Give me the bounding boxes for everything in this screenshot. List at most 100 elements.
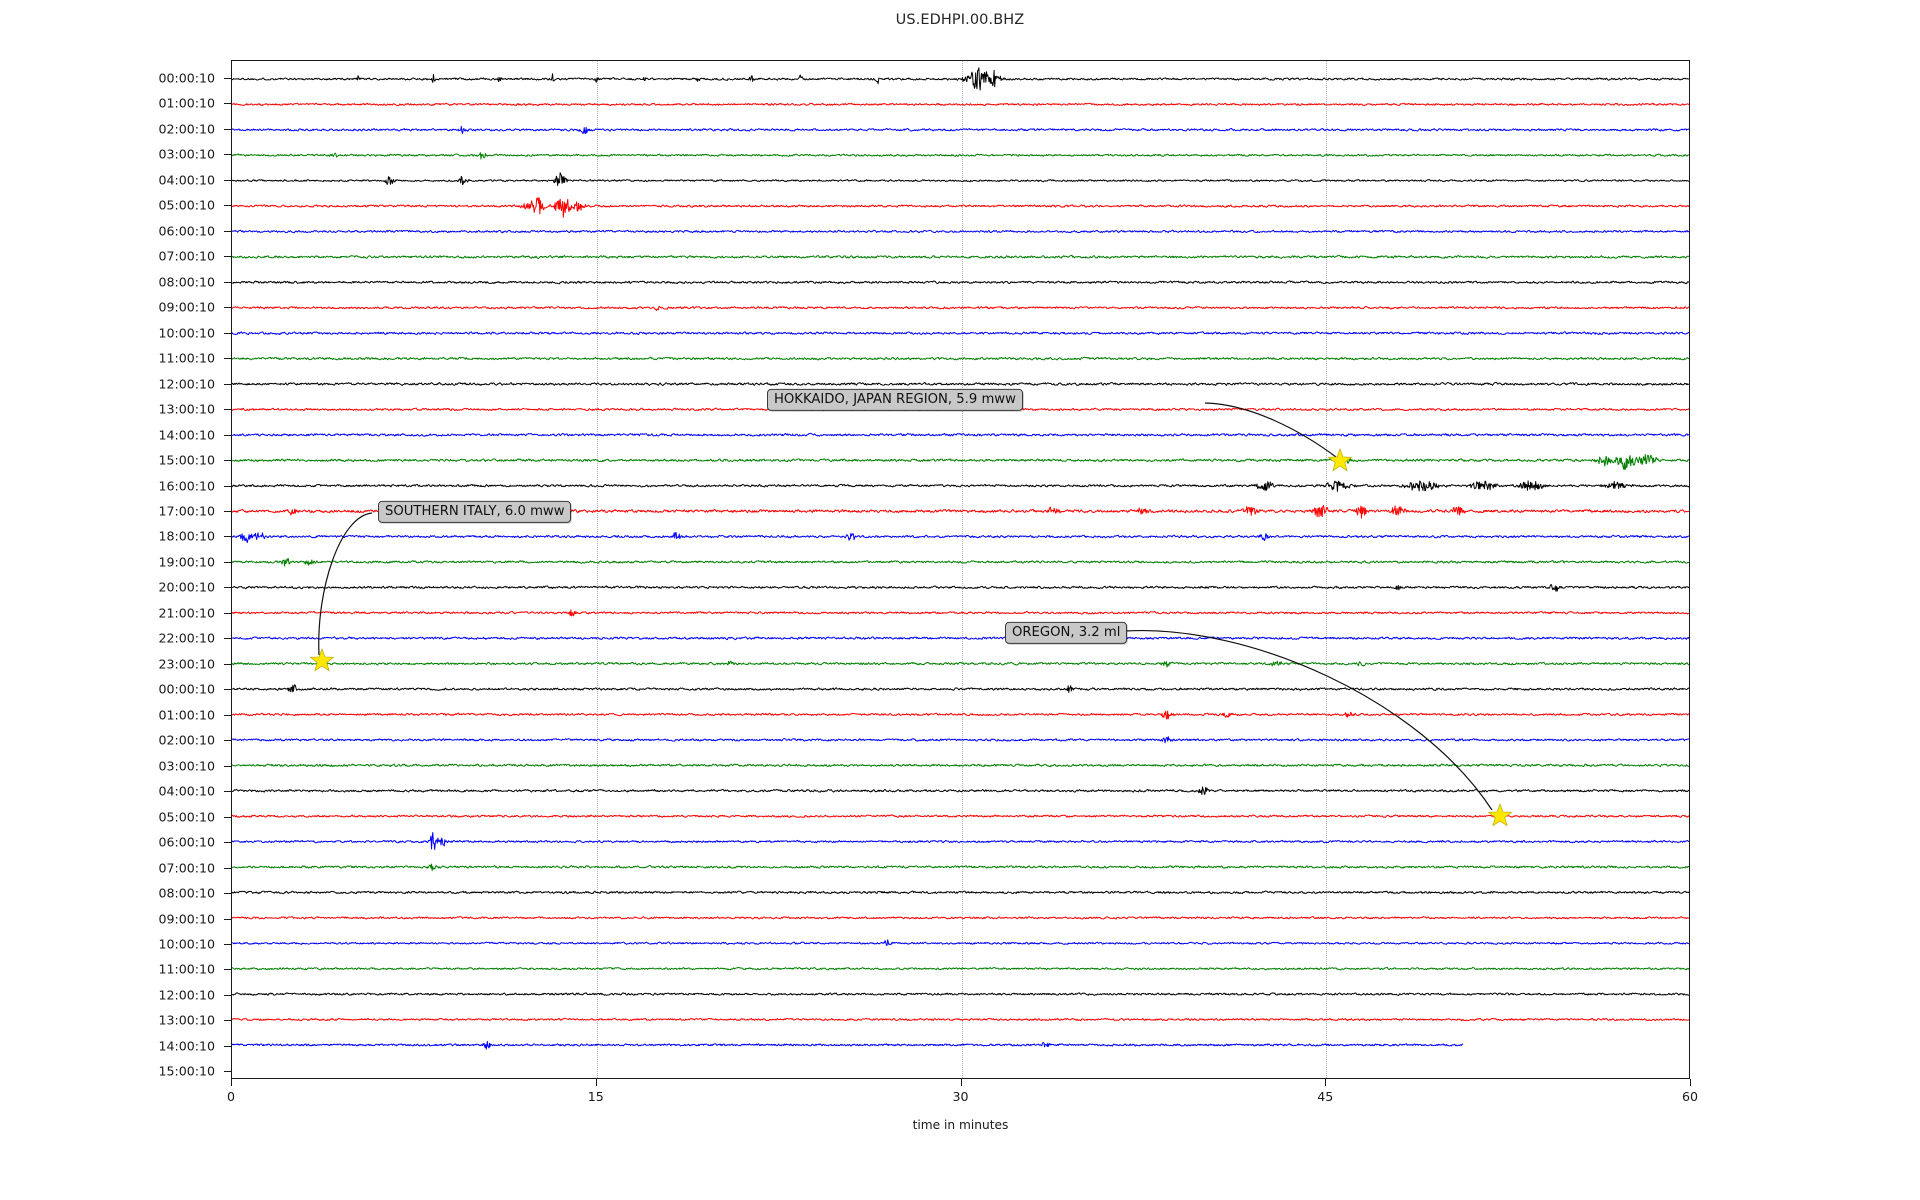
trace-19 — [232, 558, 1689, 567]
y-axis-tick — [224, 612, 231, 614]
y-axis-tick-label: 08:00:10 — [158, 885, 215, 901]
x-axis-tick-label: 0 — [226, 1089, 236, 1104]
y-axis-tick-label: 06:00:10 — [158, 223, 215, 239]
trace-30 — [232, 832, 1689, 850]
x-axis-tick — [231, 1079, 232, 1086]
y-axis-tick — [224, 256, 231, 258]
y-axis-tick-label: 07:00:10 — [158, 860, 215, 876]
trace-24 — [232, 684, 1689, 693]
trace-6 — [232, 229, 1689, 234]
y-axis-tick — [224, 103, 231, 105]
y-axis-tick-label: 21:00:10 — [158, 605, 215, 621]
trace-18 — [232, 532, 1689, 544]
y-axis-tick — [224, 78, 231, 79]
y-axis-tick — [224, 791, 231, 793]
trace-7 — [232, 254, 1689, 259]
seismic-traces — [232, 67, 1689, 1050]
y-axis-tick — [224, 893, 231, 895]
star-icon — [309, 648, 335, 672]
y-axis-tick — [224, 663, 231, 665]
y-axis-tick-label: 01:00:10 — [158, 707, 215, 723]
trace-11 — [232, 356, 1689, 361]
event-star-marker[interactable] — [1327, 448, 1353, 474]
y-axis-tick — [224, 460, 231, 462]
annotation-label-southern-italy[interactable]: SOUTHERN ITALY, 6.0 mww — [378, 500, 572, 524]
y-axis-tick — [224, 561, 231, 563]
y-axis-tick — [224, 943, 231, 945]
y-axis-tick-label: 13:00:10 — [158, 1012, 215, 1028]
gridline — [596, 61, 598, 1078]
y-axis-tick-label: 03:00:10 — [158, 758, 215, 774]
y-axis-tick — [224, 358, 231, 360]
trace-34 — [232, 939, 1689, 947]
trace-22 — [232, 636, 1689, 641]
trace-23 — [232, 660, 1689, 668]
trace-15 — [232, 454, 1689, 471]
y-axis-tick — [224, 969, 231, 971]
event-star-marker[interactable] — [309, 648, 335, 674]
trace-16 — [232, 480, 1689, 492]
y-axis-tick — [224, 510, 231, 512]
trace-9 — [232, 305, 1689, 311]
y-axis-tick-label: 16:00:10 — [158, 478, 215, 494]
gridline — [1326, 61, 1328, 1078]
trace-12 — [232, 381, 1689, 386]
trace-20 — [232, 584, 1689, 592]
y-axis-ticks — [0, 60, 231, 1079]
y-axis-tick-label: 20:00:10 — [158, 579, 215, 595]
y-axis-tick — [224, 689, 231, 691]
trace-31 — [232, 863, 1689, 872]
y-axis-tick — [224, 307, 231, 309]
x-axis-tick — [595, 1079, 597, 1086]
trace-14 — [232, 432, 1689, 437]
y-axis-tick — [224, 485, 231, 487]
y-axis-tick — [224, 536, 231, 538]
y-axis-tick-label: 01:00:10 — [158, 95, 215, 111]
y-axis-tick-label: 05:00:10 — [158, 197, 215, 213]
x-axis-tick-label: 60 — [1681, 1089, 1699, 1104]
y-axis-tick-label: 23:00:10 — [158, 656, 215, 672]
y-axis-tick — [224, 842, 231, 844]
y-axis-tick — [224, 587, 231, 589]
y-axis-tick-label: 12:00:10 — [158, 987, 215, 1003]
x-axis-tick-label: 15 — [587, 1089, 604, 1104]
trace-33 — [232, 916, 1689, 920]
trace-26 — [232, 736, 1689, 744]
y-axis-tick — [224, 994, 231, 996]
x-axis-ticks: 0 15 30 45 60 — [227, 1079, 1698, 1109]
y-axis-tick-label: 15:00:10 — [158, 452, 215, 468]
y-axis-tick-label: 00:00:10 — [158, 681, 215, 697]
y-axis-tick-label: 17:00:10 — [158, 503, 215, 519]
star-icon — [1327, 448, 1353, 472]
y-axis-tick — [224, 434, 231, 436]
trace-36 — [232, 992, 1689, 996]
trace-21 — [232, 609, 1689, 617]
y-axis-tick-label: 11:00:10 — [158, 961, 215, 977]
y-axis-tick-label: 14:00:10 — [158, 1038, 215, 1054]
y-axis-tick — [224, 128, 231, 130]
y-axis-tick-label: 14:00:10 — [158, 427, 215, 443]
y-axis-tick — [224, 740, 231, 742]
y-axis-tick — [224, 1020, 231, 1022]
y-axis-tick-label: 00:00:10 — [158, 70, 215, 86]
y-axis-tick — [224, 714, 231, 716]
star-icon — [1487, 803, 1513, 827]
annotation-label-hokkaido[interactable]: HOKKAIDO, JAPAN REGION, 5.9 mww — [767, 388, 1023, 412]
y-axis-tick-label: 07:00:10 — [158, 248, 215, 264]
y-axis-tick-label: 09:00:10 — [158, 911, 215, 926]
y-axis-tick-label: 22:00:10 — [158, 630, 215, 646]
y-axis-tick-label: 09:00:10 — [158, 299, 215, 315]
event-star-marker[interactable] — [1487, 803, 1513, 829]
annotation-label-oregon[interactable]: OREGON, 3.2 ml — [1005, 621, 1128, 645]
y-axis-tick-label: 18:00:10 — [158, 528, 215, 544]
y-axis-tick — [224, 867, 231, 869]
x-axis-tick — [1690, 1079, 1691, 1086]
trace-35 — [232, 966, 1689, 971]
y-axis-tick — [224, 1045, 231, 1047]
y-axis-tick-label: 08:00:10 — [158, 274, 215, 290]
x-axis-tick — [1325, 1079, 1327, 1086]
y-axis-tick — [224, 918, 231, 920]
trace-4 — [232, 172, 1689, 186]
y-axis-tick-labels: 00:00:10 01:00:10 02:00:10 03:00:10 04:00:10… — [0, 60, 231, 1079]
